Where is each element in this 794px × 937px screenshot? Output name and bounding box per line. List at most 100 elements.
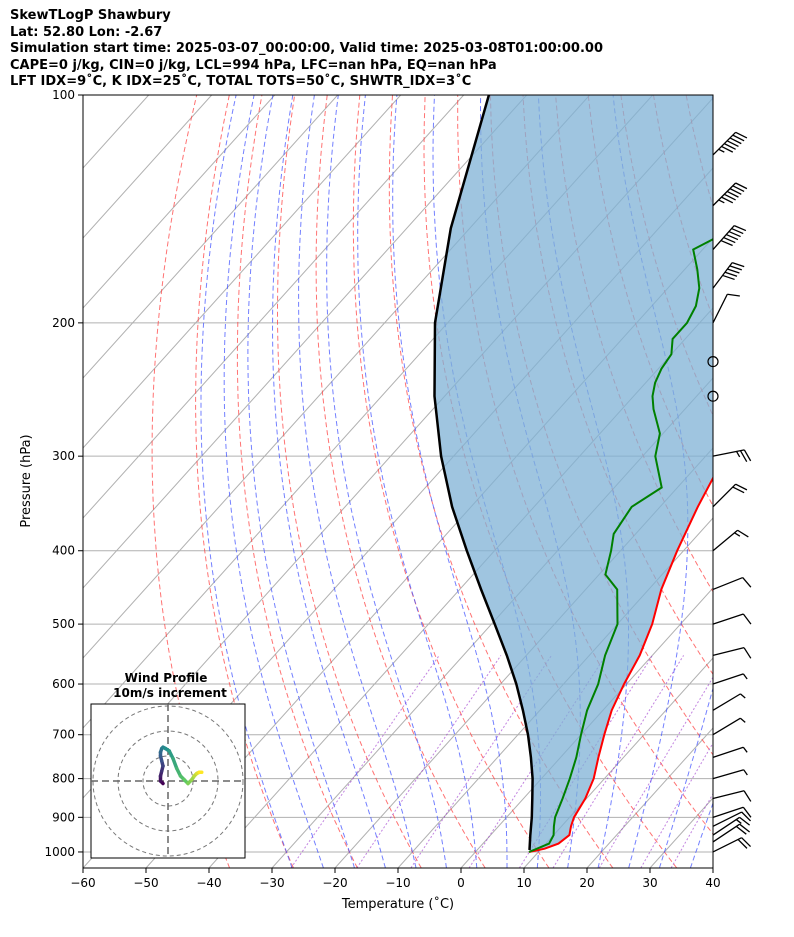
barb-flag [737,529,749,538]
barb-flag [732,185,745,193]
isotherm-line [523,657,713,868]
barb-shaft [712,576,743,591]
barb-flag [732,486,745,494]
y-axis-label: Pressure (hPa) [19,434,34,527]
x-tick-label: −30 [259,876,284,890]
barb-flag [743,647,752,659]
moist-adiabat-line [326,95,447,868]
isotherm-line [586,727,713,868]
barb-shaft [712,483,737,508]
barb-half-flag [743,769,748,776]
barb-half-flag [735,451,741,458]
barb-shaft [712,693,741,711]
index-line: LFT IDX=9˚C, K IDX=25˚C, TOTAL TOTS=50˚C… [10,74,472,89]
y-tick-label: 100 [52,88,75,102]
barb-shaft [712,769,744,780]
wind-barb [712,746,748,759]
wind-barb [712,806,752,818]
y-tick-label: 900 [52,810,75,824]
hodograph-subtitle: 10m/s increment [113,686,227,700]
barb-flag [741,811,752,822]
stability-line: CAPE=0 j/kg, CIN=0 j/kg, LCL=994 hPa, LF… [10,57,497,73]
temperature-line [528,475,713,853]
mixing-ratio-line [598,676,713,868]
barb-shaft [712,182,737,207]
isotherm-line [83,95,465,519]
barb-shaft [712,746,744,759]
wind-barb [712,790,752,802]
y-tick-label: 600 [52,677,75,691]
barb-half-flag [742,673,748,680]
y-tick-label: 200 [52,316,75,330]
wind-barb [712,262,745,289]
wind-barb [712,769,748,780]
wind-barbs [707,131,752,853]
dry-adiabat-line [352,95,550,868]
barb-half-flag [742,746,748,753]
barb-flag [737,838,748,849]
barb-flag [720,239,733,247]
time-line: Simulation start time: 2025-03-07_00:00:… [10,41,603,56]
isotherm-line [83,95,213,239]
barb-flag [732,134,745,142]
wind-barb [712,816,751,836]
barb-flag [724,193,736,201]
barb-flag [726,140,739,148]
hodograph-trace [158,745,204,786]
x-tick-label: 10 [516,876,531,890]
wind-barb [712,613,752,625]
chart-header: SkewTLogP Shawbury Lat: 52.80 Lon: -2.67… [10,8,603,91]
dry-adiabat-line [315,95,486,868]
x-tick-label: 30 [642,876,657,890]
dry-adiabat-line [195,95,294,868]
barb-flag [723,236,736,244]
mixing-ratio-line [670,792,713,868]
wind-barb [712,823,751,843]
wind-barb [712,693,746,711]
barb-flag [721,145,734,153]
barb-shaft [712,816,740,836]
barb-shaft [712,293,728,324]
barb-shaft [712,790,745,800]
wind-barb [712,837,752,853]
isotherm-line [83,95,402,449]
x-tick-label: −50 [133,876,158,890]
calm-wind-circle [707,390,719,402]
cin-shading [434,95,713,852]
barb-flag [739,816,751,826]
barb-shaft [712,823,740,843]
barb-shaft [712,449,745,457]
barb-flag [743,449,752,462]
barb-shaft [712,647,745,657]
parcel-profile-line [433,95,534,851]
mixing-ratio-line [410,655,552,868]
dry-adiabat-line [751,95,794,868]
barb-half-flag [735,819,742,824]
barb-flag [742,806,752,818]
barb-flag [731,227,744,235]
moist-adiabat-line [689,801,713,868]
moist-adiabat-line [271,95,386,868]
moist-adiabat-line [298,95,417,868]
x-tick-label: −20 [322,876,347,890]
barb-flag [742,577,752,588]
y-tick-label: 700 [52,728,75,742]
moist-adiabat-line [223,95,324,868]
barb-flag [735,825,747,835]
location-line: Lat: 52.80 Lon: -2.67 [10,24,163,40]
x-tick-label: −60 [70,876,95,890]
moist-adiabat-line [659,95,713,868]
mixing-ratio-line [290,655,440,868]
mixing-ratio-line [356,655,502,868]
moist-adiabat-line [247,95,355,868]
y-axis: 1000 900 800 700 600 500 400 300 200 100 [44,88,83,859]
barb-shaft [712,717,741,736]
isotherm-line [83,95,339,379]
moist-adiabat-line [721,95,794,868]
moist-adiabat-line [200,95,293,868]
y-tick-label: 1000 [44,845,75,859]
barb-flag [729,188,742,195]
dewpoint-line [528,238,713,853]
y-tick-label: 500 [52,617,75,631]
